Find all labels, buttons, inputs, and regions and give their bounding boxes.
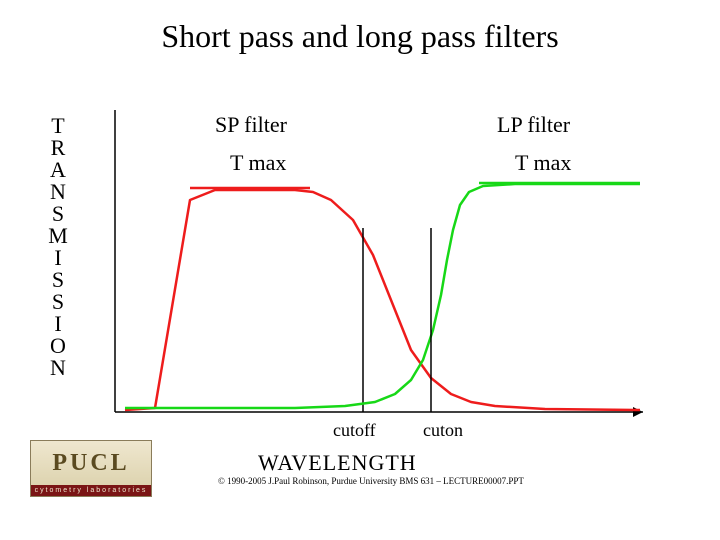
copyright-text: © 1990-2005 J.Paul Robinson, Purdue Univ… [218,476,524,486]
pucl-logo: PUCL cytometry laboratories [30,440,152,497]
logo-text: PUCL [31,441,151,485]
sp-filter-label: SP filter [215,112,287,138]
lp-filter-label: LP filter [497,112,570,138]
lp-tmax-label: T max [515,150,571,176]
y-axis-label: TRANSMISSION [48,115,68,379]
slide-title: Short pass and long pass filters [0,18,720,55]
logo-subtext: cytometry laboratories [31,485,151,496]
slide: { "title": "Short pass and long pass fil… [0,0,720,540]
x-axis-label: WAVELENGTH [258,450,417,476]
sp-tmax-label: T max [230,150,286,176]
filter-chart: SP filter LP filter T max T max cutoff c… [95,110,655,430]
cuton-label: cuton [423,420,463,441]
cutoff-label: cutoff [333,420,376,441]
